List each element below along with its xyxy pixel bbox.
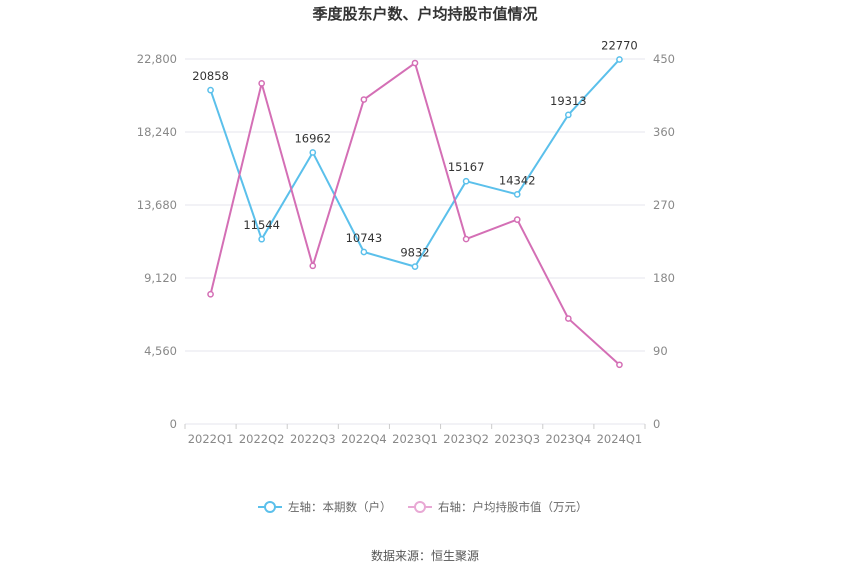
data-label: 11544 bbox=[243, 218, 280, 232]
x-tick-label: 2023Q1 bbox=[392, 432, 438, 446]
data-label: 15167 bbox=[448, 160, 485, 174]
series-line-shareholders bbox=[209, 58, 621, 268]
point-shareholders[interactable] bbox=[564, 111, 572, 119]
legend-marker-right bbox=[414, 501, 426, 513]
point-shareholders[interactable] bbox=[411, 263, 419, 270]
point-avg-holding-value[interactable] bbox=[462, 235, 470, 243]
x-tick-label: 2022Q1 bbox=[188, 432, 234, 446]
point-avg-holding-value[interactable] bbox=[360, 96, 368, 103]
series-line-avg-holding-value bbox=[209, 62, 621, 366]
point-shareholders[interactable] bbox=[258, 235, 266, 243]
point-shareholders[interactable] bbox=[309, 149, 317, 156]
x-tick-label: 2023Q3 bbox=[494, 432, 540, 446]
legend-marker-left bbox=[264, 501, 276, 513]
x-axis: 2022Q1 2022Q2 2022Q3 2022Q4 2023Q1 2023Q2 2023… bbox=[184, 424, 646, 446]
point-avg-holding-value[interactable] bbox=[207, 290, 214, 298]
data-label: 19313 bbox=[550, 94, 587, 108]
series bbox=[207, 56, 623, 369]
legend: 左轴：本期数（户） 右轴：户均持股市值（万元） bbox=[258, 500, 588, 514]
left-tick-label: 4,560 bbox=[144, 344, 177, 358]
x-tick-label: 2022Q4 bbox=[341, 432, 387, 446]
legend-label-left: 左轴：本期数（户） bbox=[288, 500, 392, 514]
x-tick-label: 2022Q2 bbox=[239, 432, 285, 446]
point-avg-holding-value[interactable] bbox=[564, 315, 572, 322]
right-tick-label: 90 bbox=[653, 344, 668, 358]
point-avg-holding-value[interactable] bbox=[258, 79, 266, 87]
data-label: 14342 bbox=[499, 173, 536, 187]
legend-label-right: 右轴：户均持股市值（万元） bbox=[438, 500, 588, 514]
data-label: 20858 bbox=[192, 69, 229, 83]
point-avg-holding-value[interactable] bbox=[616, 361, 623, 369]
x-tick-label: 2022Q3 bbox=[290, 432, 336, 446]
right-axis: 0 90 180 270 360 450 bbox=[653, 52, 675, 431]
point-avg-holding-value[interactable] bbox=[411, 59, 419, 67]
data-source: 数据来源：恒生聚源 bbox=[371, 548, 479, 563]
chart-title: 季度股东户数、户均持股市值情况 bbox=[312, 5, 537, 23]
point-shareholders[interactable] bbox=[616, 56, 623, 63]
x-tick-label: 2024Q1 bbox=[597, 432, 643, 446]
point-shareholders[interactable] bbox=[513, 191, 521, 198]
right-tick-label: 0 bbox=[653, 417, 660, 431]
x-tick-label: 2023Q2 bbox=[443, 432, 489, 446]
point-avg-holding-value[interactable] bbox=[513, 216, 521, 223]
left-tick-label: 13,680 bbox=[137, 198, 177, 212]
left-tick-label: 0 bbox=[170, 417, 177, 431]
left-axis: 0 4,560 9,120 13,680 18,240 22,800 bbox=[137, 52, 177, 431]
x-tick-label: 2023Q4 bbox=[546, 432, 592, 446]
data-label: 10743 bbox=[346, 231, 383, 245]
legend-item-right-series[interactable]: 右轴：户均持股市值（万元） bbox=[408, 500, 588, 514]
point-shareholders[interactable] bbox=[360, 248, 368, 256]
right-tick-label: 270 bbox=[653, 198, 675, 212]
right-tick-label: 180 bbox=[653, 271, 675, 285]
left-tick-label: 18,240 bbox=[137, 125, 177, 139]
grid bbox=[185, 58, 645, 425]
right-tick-label: 360 bbox=[653, 125, 675, 139]
data-label: 16962 bbox=[294, 131, 331, 145]
left-tick-label: 9,120 bbox=[144, 271, 177, 285]
point-avg-holding-value[interactable] bbox=[309, 262, 317, 270]
data-label: 22770 bbox=[601, 38, 638, 52]
point-shareholders[interactable] bbox=[207, 86, 214, 94]
legend-item-left-series[interactable]: 左轴：本期数（户） bbox=[258, 500, 392, 514]
data-labels: 20858 11544 16962 10743 9832 15167 14342 19313 2… bbox=[192, 38, 637, 259]
data-label: 9832 bbox=[400, 246, 429, 260]
point-shareholders[interactable] bbox=[462, 177, 470, 185]
left-tick-label: 22,800 bbox=[137, 52, 177, 66]
right-tick-label: 450 bbox=[653, 52, 675, 66]
